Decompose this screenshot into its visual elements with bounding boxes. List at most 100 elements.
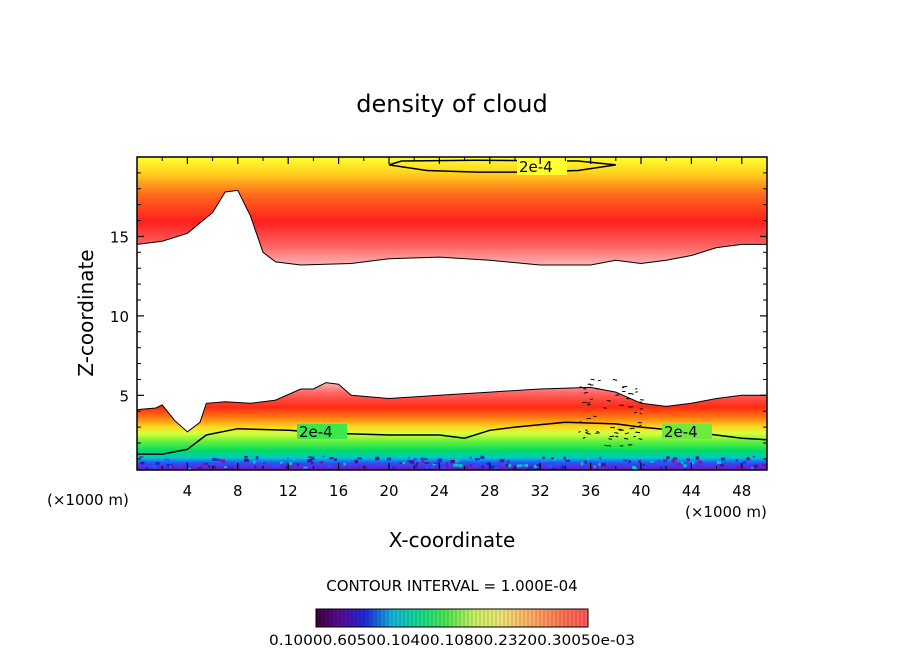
speckle	[684, 464, 687, 467]
dash-contour	[584, 393, 588, 394]
contour-label-lower-left: 2e-4	[299, 423, 333, 441]
dash-contour	[635, 432, 640, 433]
speckle	[208, 465, 210, 467]
speckle	[601, 463, 606, 466]
dash-contour	[580, 387, 583, 388]
speckle	[585, 460, 587, 463]
speckle	[565, 460, 570, 462]
dash-contour	[635, 392, 637, 393]
speckle	[548, 464, 552, 467]
speckle	[186, 457, 188, 459]
x-axis-label: X-coordinate	[389, 528, 516, 552]
speckle	[358, 457, 362, 459]
x-tick-label: 44	[682, 482, 701, 500]
speckle	[451, 460, 455, 463]
dash-contour	[630, 428, 635, 429]
speckle	[382, 466, 385, 469]
speckle	[327, 465, 332, 468]
speckle	[273, 464, 277, 467]
speckle	[598, 463, 601, 466]
speckle	[217, 460, 222, 462]
upper-cloud-layer	[137, 157, 767, 265]
speckle	[244, 456, 247, 458]
x-tick-label: 4	[183, 482, 193, 500]
speckle	[407, 460, 411, 462]
speckle	[308, 456, 311, 458]
speckle	[660, 461, 662, 464]
speckle	[164, 459, 169, 461]
speckle	[697, 465, 700, 467]
dash-contour	[634, 436, 636, 437]
speckle	[146, 467, 148, 469]
speckle	[446, 462, 448, 464]
dash-contour	[639, 425, 641, 426]
x-tick-label: 16	[329, 482, 348, 500]
dash-contour	[609, 439, 612, 440]
speckle	[581, 462, 583, 465]
speckle	[177, 465, 180, 467]
speckle	[482, 465, 484, 468]
speckle	[480, 456, 484, 459]
speckle	[461, 457, 466, 459]
speckle	[173, 466, 176, 469]
speckle	[320, 461, 324, 463]
speckle	[293, 463, 295, 465]
speckle	[224, 466, 228, 468]
x-tick-label: 24	[430, 482, 449, 500]
speckle	[280, 457, 283, 459]
x-tick-label: 28	[480, 482, 499, 500]
x-tick-label: 36	[581, 482, 600, 500]
speckle	[507, 461, 510, 463]
speckle	[426, 467, 429, 469]
speckle	[754, 465, 758, 468]
speckle	[289, 456, 292, 459]
speckle	[293, 459, 295, 461]
speckle	[529, 466, 532, 468]
speckle	[736, 459, 738, 461]
dash-contour	[613, 379, 617, 380]
speckle	[751, 468, 753, 470]
speckle	[623, 460, 627, 462]
y-tick-label: 5	[119, 387, 129, 405]
speckle	[311, 462, 313, 465]
dash-contour	[622, 386, 627, 387]
speckle	[639, 460, 641, 463]
speckle	[720, 464, 724, 466]
speckle	[400, 462, 403, 464]
speckle	[438, 456, 443, 458]
speckle	[753, 456, 756, 458]
dash-contour	[628, 407, 633, 408]
speckle	[305, 456, 307, 458]
speckle	[475, 466, 478, 468]
speckle	[500, 459, 505, 462]
speckle	[554, 463, 559, 466]
speckle	[599, 457, 601, 460]
speckle	[355, 460, 359, 463]
speckle	[182, 467, 184, 470]
dash-contour	[640, 413, 642, 414]
speckle	[153, 465, 157, 467]
speckle	[303, 467, 307, 469]
speckle	[747, 457, 750, 459]
speckle	[551, 458, 554, 460]
speckle	[594, 465, 596, 467]
speckle	[586, 458, 589, 461]
y-tick-label: 15	[110, 228, 129, 246]
speckle	[525, 464, 528, 467]
speckle	[253, 461, 256, 464]
speckle	[506, 464, 508, 467]
speckle	[329, 457, 333, 459]
speckle	[453, 464, 458, 467]
speckle	[414, 458, 417, 460]
x-unit-right: (×1000 m)	[685, 503, 767, 521]
colorbar-tick-labels: 0.10000.60500.10400.10800.23200.30050e-0…	[269, 633, 635, 649]
dash-contour	[604, 445, 608, 446]
y-tick-label: 10	[110, 308, 129, 326]
dash-contour	[640, 409, 643, 410]
speckle	[458, 464, 462, 467]
speckle	[169, 465, 172, 468]
contour-label-upper: 2e-4	[519, 158, 553, 176]
speckle	[364, 466, 367, 468]
speckle	[144, 465, 148, 467]
